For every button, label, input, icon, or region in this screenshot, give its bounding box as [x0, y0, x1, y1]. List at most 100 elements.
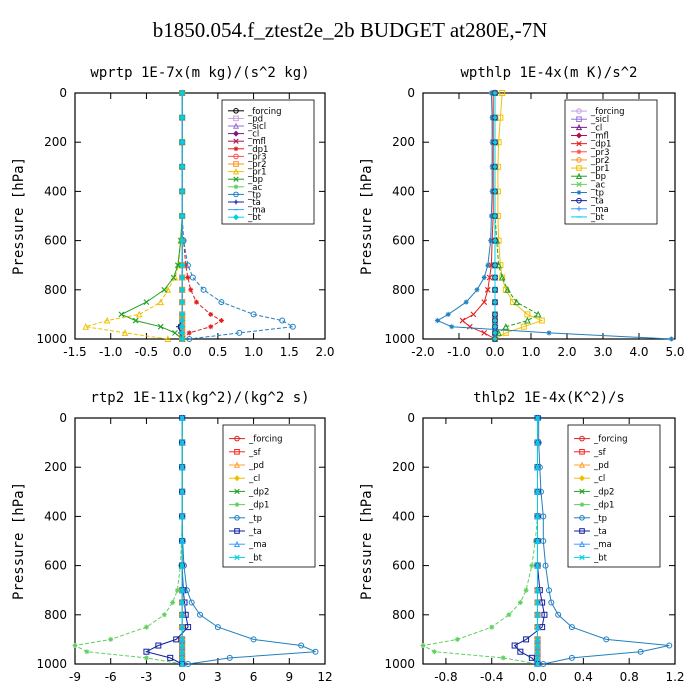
- legend-label: _bt: [247, 213, 262, 223]
- data-point: [548, 599, 555, 606]
- data-point: [445, 311, 451, 317]
- data-point: [155, 642, 162, 649]
- legend-label: _pr2: [590, 156, 610, 166]
- data-point: [517, 648, 524, 655]
- legend-label: _bt: [593, 553, 608, 563]
- data-point: [431, 649, 437, 655]
- data-point: [534, 488, 541, 495]
- data-point: [528, 654, 535, 661]
- y-tick-label: 200: [44, 135, 67, 149]
- panel-3: rtp2 1E-11x(kg^2)/(kg^2 s) Pressure [hPa]…: [11, 390, 333, 684]
- legend: _forcing _sf _pd _cl _dp2 _dp1 _tp _ta _ma _bt: [222, 424, 316, 568]
- data-point: [470, 311, 477, 318]
- legend-label: _pd: [247, 114, 263, 124]
- legend-marker: [233, 184, 239, 190]
- data-point: [179, 488, 186, 495]
- legend-marker: [233, 475, 241, 482]
- legend-marker: [233, 146, 239, 152]
- data-point: [208, 311, 214, 317]
- series-bt: [178, 89, 186, 343]
- data-point: [250, 311, 257, 318]
- data-point: [485, 262, 491, 268]
- legend-marker: [579, 435, 585, 442]
- legend-marker: [233, 138, 239, 144]
- data-point: [179, 648, 186, 655]
- x-tick-label: -0.4: [480, 670, 503, 684]
- legend-label: _cl: [590, 123, 602, 133]
- legend-label: _bp: [247, 175, 263, 185]
- data-point: [539, 599, 546, 606]
- x-tick-label: -0.8: [434, 670, 457, 684]
- data-point: [172, 329, 178, 336]
- data-point: [186, 336, 193, 342]
- series-line: [494, 92, 544, 340]
- legend-marker: [233, 115, 239, 122]
- legend-marker: [575, 172, 583, 180]
- legend-label: _ta: [248, 527, 262, 537]
- data-point: [523, 636, 530, 643]
- data-point: [540, 513, 547, 520]
- data-point: [121, 329, 129, 336]
- legend-marker: [578, 475, 586, 482]
- x-tick-label: 5.0: [665, 345, 684, 359]
- data-point: [218, 318, 224, 324]
- panel-4: thlp2 1E-4x(K^2)/s Pressure [hPa] -0.8 -0.4…: [359, 390, 685, 684]
- legend-label: _bt: [248, 553, 263, 563]
- legend: _forcing_sicl_cl_mfl_dp1_pr3_pr2_pr1_bp_…: [564, 99, 658, 225]
- x-tick-label: 1.2: [665, 670, 684, 684]
- data-point: [488, 90, 494, 96]
- data-point: [143, 648, 150, 655]
- legend-marker: [579, 554, 585, 561]
- series-bt: [492, 92, 498, 340]
- x-tick-label: -0.5: [135, 345, 158, 359]
- series-line: [181, 93, 223, 340]
- data-point: [167, 654, 174, 661]
- data-point: [178, 237, 186, 244]
- y-tick-label: 1000: [384, 332, 415, 346]
- series-line: [85, 93, 183, 340]
- data-point: [603, 636, 610, 643]
- data-point: [188, 287, 194, 293]
- data-point: [178, 212, 186, 220]
- legend-label: _forcing: [247, 107, 282, 117]
- data-point: [84, 649, 90, 655]
- legend-label: _dp1: [590, 140, 611, 150]
- y-tick-label: 1000: [36, 657, 67, 671]
- data-point: [218, 299, 225, 306]
- x-tick-label: 0.0: [528, 670, 547, 684]
- data-point: [463, 299, 469, 305]
- data-point: [542, 562, 549, 569]
- panel-1: wprtp 1E-7x(m kg)/(s^2 kg) Pressure [hPa]…: [11, 65, 335, 359]
- legend-marker: [579, 449, 585, 455]
- data-point: [197, 611, 203, 618]
- data-point: [178, 163, 186, 171]
- data-point: [459, 317, 466, 324]
- data-point: [520, 323, 527, 330]
- data-point: [534, 439, 541, 446]
- data-point: [539, 624, 546, 631]
- series-bp: [118, 90, 186, 342]
- legend-label: _pr2: [247, 160, 267, 170]
- data-point: [226, 654, 233, 661]
- y-axis-label: Pressure [hPa]: [359, 157, 375, 275]
- data-point: [637, 648, 644, 655]
- y-tick-label: 800: [44, 283, 67, 297]
- y-tick-label: 800: [392, 608, 415, 622]
- data-point: [185, 661, 192, 667]
- data-point: [481, 299, 488, 305]
- data-point: [454, 636, 460, 642]
- y-tick-label: 0: [59, 86, 67, 100]
- data-point: [489, 624, 495, 630]
- legend-marker: [234, 515, 240, 521]
- data-point: [214, 624, 221, 631]
- x-tick-label: 0.5: [208, 345, 227, 359]
- x-tick-label: 0: [178, 670, 186, 684]
- y-axis-label: Pressure [hPa]: [359, 482, 375, 600]
- series-dp1: [179, 90, 224, 342]
- legend-label: _pr3: [247, 152, 267, 162]
- data-point: [500, 655, 506, 661]
- x-tick-label: 3: [214, 670, 222, 684]
- y-axis-label: Pressure [hPa]: [11, 482, 27, 600]
- panel-title: rtp2 1E-11x(kg^2)/(kg^2 s): [90, 390, 309, 406]
- y-tick-label: 0: [59, 411, 67, 425]
